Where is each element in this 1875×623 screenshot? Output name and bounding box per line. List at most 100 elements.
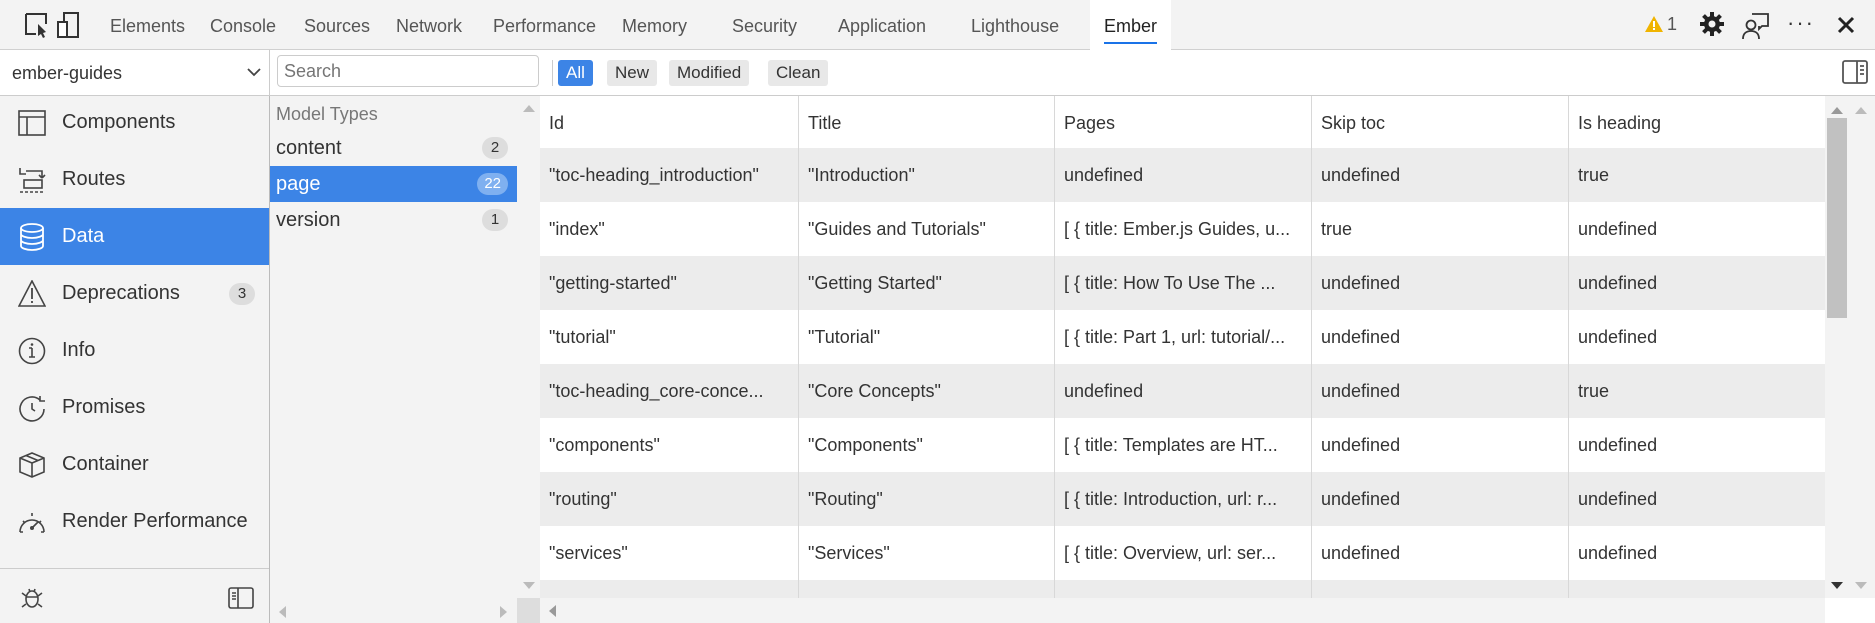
table-cell: "Core Concepts" — [798, 364, 1054, 418]
components-icon — [18, 110, 46, 136]
tab-elements[interactable]: Elements — [110, 16, 186, 36]
sidebar-item-promises[interactable]: Promises — [0, 379, 269, 436]
divider — [552, 60, 553, 86]
sidebar-item-info[interactable]: Info — [0, 322, 269, 379]
filter-new-button[interactable]: New — [607, 60, 658, 86]
table-row[interactable]: "tutorial" "Tutorial"[ { title: Part 1, u… — [540, 310, 1825, 364]
inspect-element-icon[interactable] — [24, 12, 50, 38]
model-count-badge: 2 — [482, 137, 508, 159]
filter-modified-button[interactable]: Modified — [669, 60, 750, 86]
routes-icon — [19, 168, 46, 193]
count-badge: 3 — [229, 283, 255, 305]
table-cell: undefined — [1311, 364, 1568, 418]
table-header: Id Title Pages Skip toc Is heading — [540, 96, 1825, 150]
table-cell: "index" — [549, 219, 605, 239]
table-row[interactable] — [540, 580, 1825, 598]
scrollbar-thumb[interactable] — [1827, 118, 1847, 318]
tab-security[interactable]: Security — [732, 16, 798, 36]
tab-console[interactable]: Console — [210, 16, 277, 36]
sidebar-item-components[interactable]: Components — [0, 94, 269, 151]
table-cell: undefined — [1054, 148, 1311, 202]
search-input[interactable] — [277, 55, 539, 87]
scroll-down-icon[interactable] — [1831, 582, 1843, 590]
scroll-down-icon[interactable] — [1855, 582, 1867, 590]
table-cell: undefined — [1568, 472, 1825, 526]
table-cell: undefined — [1568, 310, 1825, 364]
tab-application[interactable]: Application — [838, 16, 927, 36]
table-row[interactable]: "index" "Guides and Tutorials"[ { title: … — [540, 202, 1825, 256]
app-select[interactable]: ember-guides — [0, 50, 270, 96]
scroll-corner — [517, 598, 540, 623]
table-cell: "components" — [549, 435, 660, 455]
table-cell: "Introduction" — [798, 148, 1054, 202]
sidebar-item-container[interactable]: Container — [0, 436, 269, 493]
tab-network[interactable]: Network — [396, 16, 463, 36]
table-cell: true — [1311, 202, 1568, 256]
table-row[interactable]: "services" "Services"[ { title: Overview,… — [540, 526, 1825, 580]
table-cell: "services" — [549, 543, 628, 563]
warning-icon[interactable] — [1645, 16, 1663, 32]
scroll-left-icon[interactable] — [548, 605, 556, 617]
scroll-up-icon[interactable] — [1831, 106, 1843, 114]
model-type-content[interactable]: content 2 — [270, 130, 517, 166]
table-row[interactable]: "toc-heading_introduction" "Introduction"… — [540, 148, 1825, 202]
toggle-sidebar-icon[interactable] — [228, 587, 254, 609]
tab-ember[interactable]: Ember — [1090, 0, 1172, 50]
model-type-version[interactable]: version 1 — [270, 202, 517, 238]
table-cell: undefined — [1311, 256, 1568, 310]
info-icon — [18, 337, 46, 365]
filter-clean-button[interactable]: Clean — [768, 60, 829, 86]
table-cell: undefined — [1568, 418, 1825, 472]
box-icon — [19, 452, 45, 478]
close-icon[interactable] — [1837, 16, 1855, 34]
bug-icon[interactable] — [20, 585, 44, 609]
tab-performance[interactable]: Performance — [493, 16, 597, 36]
sidebar-item-label: Container — [62, 453, 149, 475]
warning-count[interactable]: 1 — [1667, 14, 1678, 34]
table-hscrollbar[interactable] — [540, 598, 1825, 623]
more-options-icon[interactable]: ··· — [1787, 10, 1815, 35]
tab-memory[interactable]: Memory — [622, 16, 688, 36]
scroll-down-icon[interactable] — [523, 582, 535, 590]
scroll-up-icon[interactable] — [1855, 106, 1867, 114]
table-cell — [1568, 580, 1825, 598]
toggle-inspector-icon[interactable] — [1842, 60, 1868, 84]
settings-gear-icon[interactable] — [1700, 12, 1724, 36]
column-header-is-heading[interactable]: Is heading — [1568, 96, 1825, 148]
sidebar-item-routes[interactable]: Routes — [0, 151, 269, 208]
column-header-skip-toc[interactable]: Skip toc — [1311, 96, 1568, 148]
table-cell: "toc-heading_introduction" — [549, 165, 759, 185]
model-list-scrollbar[interactable] — [517, 96, 540, 598]
scroll-up-icon[interactable] — [523, 104, 535, 112]
table-cell: "Routing" — [798, 472, 1054, 526]
tab-lighthouse[interactable]: Lighthouse — [971, 16, 1060, 36]
column-header-pages[interactable]: Pages — [1054, 96, 1311, 148]
gauge-icon — [19, 513, 45, 533]
column-header-id[interactable]: Id — [549, 113, 565, 133]
table-row[interactable]: "routing" "Routing"[ { title: Introductio… — [540, 472, 1825, 526]
filter-all-button[interactable]: All — [558, 60, 593, 86]
column-header-title[interactable]: Title — [798, 96, 1054, 148]
model-count-badge: 1 — [482, 209, 508, 231]
table-scrollbar[interactable] — [1825, 96, 1875, 598]
scroll-left-icon[interactable] — [278, 606, 286, 618]
table-row[interactable]: "toc-heading_core-conce... "Core Concepts… — [540, 364, 1825, 418]
table-cell: "Guides and Tutorials" — [798, 202, 1054, 256]
model-type-page[interactable]: page 22 — [270, 166, 517, 202]
model-list-hscrollbar[interactable] — [270, 598, 517, 623]
feedback-icon[interactable] — [1742, 12, 1770, 40]
sidebar-item-deprecations[interactable]: Deprecations 3 — [0, 265, 269, 322]
table-cell: "routing" — [549, 489, 617, 509]
device-toggle-icon[interactable] — [56, 12, 80, 38]
tab-sources[interactable]: Sources — [304, 16, 371, 36]
sidebar-item-label: Data — [62, 225, 105, 247]
table-row[interactable]: "getting-started" "Getting Started"[ { ti… — [540, 256, 1825, 310]
scroll-right-icon[interactable] — [500, 606, 508, 618]
table-cell: "Getting Started" — [798, 256, 1054, 310]
sidebar-item-render-performance[interactable]: Render Performance — [0, 493, 269, 550]
sidebar-item-data[interactable]: Data — [0, 208, 269, 265]
table-row[interactable]: "components" "Components"[ { title: Templ… — [540, 418, 1825, 472]
model-type-label: content — [276, 137, 342, 159]
table-cell: undefined — [1054, 364, 1311, 418]
table-cell — [1311, 580, 1568, 598]
